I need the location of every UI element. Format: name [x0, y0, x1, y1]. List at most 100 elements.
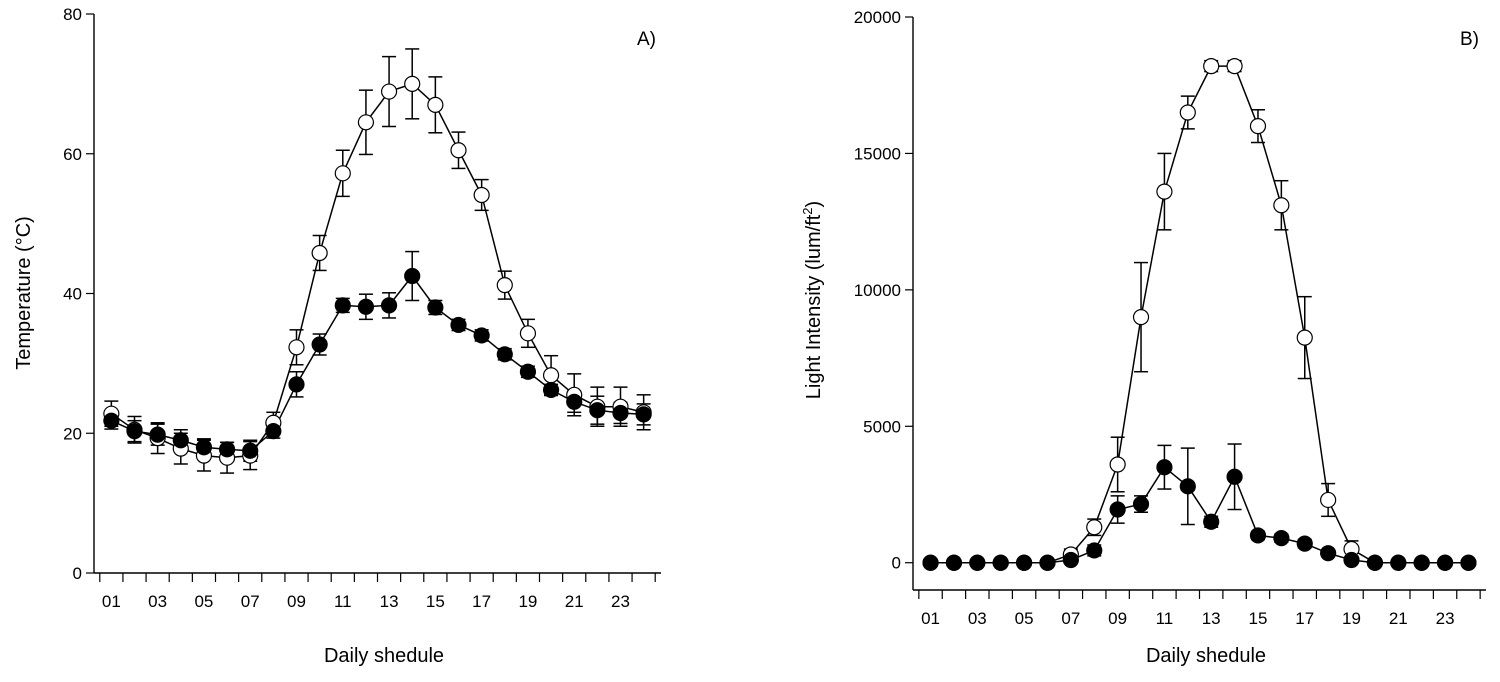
panel-b-filled-data-point: [1390, 554, 1407, 571]
panel-b-y-tick-label: 20000: [854, 8, 901, 27]
panel-a-open-data-point: [542, 367, 560, 384]
panel-a-filled-data-point: [404, 267, 421, 285]
panel-a-y-tick-label: 20: [63, 424, 82, 443]
panel-b-filled-data-point: [1203, 513, 1220, 530]
panel-a-open-data-point: [519, 325, 537, 342]
panel-a-filled-data-point: [496, 346, 513, 363]
panel-a-x-tick-label: 23: [611, 592, 630, 611]
panel-b-label: B): [1460, 29, 1479, 50]
panel-a-x-tick-label: 03: [148, 592, 167, 611]
panel-a-x-tick-label: 19: [518, 592, 537, 611]
panel-a-filled-data-point: [242, 442, 259, 459]
panel-a-filled-data-point: [288, 376, 305, 393]
panel-a-filled-data-point: [450, 316, 467, 334]
panel-a-open-data-point: [404, 75, 421, 92]
panel-b-filled-data-point: [992, 554, 1009, 571]
panel-b-y-axis-title: Light Intensity (lum/ft2): [800, 201, 825, 399]
panel-b-open-data-point: [1320, 491, 1337, 509]
panel-a-x-tick-label: 07: [241, 592, 260, 611]
panel-b-y-axis-title-main: Light Intensity (lum/ft: [803, 214, 825, 399]
panel-b-filled-data-point: [969, 554, 986, 571]
panel-a-open-series-line: [110, 83, 644, 459]
panel-b-filled-data-point: [1039, 554, 1056, 571]
panel-b-filled-data-point: [1179, 478, 1196, 495]
panel-b-filled-series-line: [930, 466, 1469, 564]
panel-b-open-data-point: [1156, 183, 1173, 200]
panel-a-y-tick-label: 0: [73, 564, 82, 583]
panel-a-y-tick-label: 60: [63, 145, 82, 164]
panel-b-x-tick-label: 07: [1061, 609, 1080, 628]
panel-b-light-intensity: B) Daily shedule Light Intensity (lum/ft…: [800, 8, 1486, 667]
panel-b-open-data-point: [1273, 197, 1290, 214]
panel-a-x-tick-label: 01: [102, 592, 121, 611]
panel-b-filled-data-point: [1156, 459, 1173, 476]
panel-a-filled-data-point: [265, 423, 282, 440]
panel-b-filled-data-point: [1366, 554, 1384, 571]
panel-b-open-series-line: [930, 65, 1469, 564]
panel-a-filled-data-point: [473, 327, 490, 344]
panel-a-open-data-point: [427, 96, 444, 113]
panel-b-filled-data-point: [1062, 551, 1079, 569]
panel-b-open-data-point: [1132, 309, 1150, 326]
panel-b-x-tick-label: 23: [1436, 609, 1455, 628]
panel-a-open-data-point: [311, 244, 328, 262]
panel-a-open-data-point: [496, 277, 513, 294]
panel-b-x-tick-label: 03: [968, 609, 987, 628]
panel-a-filled-data-point: [149, 426, 166, 443]
panel-a-x-tick-label: 09: [287, 592, 306, 611]
panel-a-x-tick-label: 15: [426, 592, 445, 611]
panel-b-filled-data-point: [1249, 527, 1267, 544]
panel-b-filled-data-point: [922, 554, 939, 571]
panel-b-x-tick-label: 19: [1342, 609, 1361, 628]
panel-a-open-data-point: [334, 165, 351, 182]
panel-a-open-data-point: [473, 186, 490, 204]
panel-b-open-data-point: [1249, 118, 1267, 135]
panel-a-x-axis-title: Daily shedule: [324, 645, 444, 667]
panel-a-label: A): [637, 29, 656, 50]
panel-a-filled-data-point: [126, 423, 143, 440]
panel-a-temperature: A) Daily shedule Temperature (°C) 0 20 40 6…: [13, 5, 661, 667]
panel-a-filled-data-point: [542, 381, 560, 399]
panel-b-filled-data-point: [1015, 554, 1033, 571]
panel-a-filled-data-point: [635, 406, 652, 423]
panel-a-y-tick-label: 80: [63, 5, 82, 24]
panel-b-filled-data-point: [1413, 554, 1430, 571]
panel-b-y-tick-label: 5000: [863, 417, 901, 436]
panel-a-x-tick-label: 21: [565, 592, 584, 611]
panel-b-filled-data-point: [1343, 551, 1360, 569]
panel-a-open-data-point: [380, 83, 398, 100]
panel-b-filled-data-point: [1460, 554, 1477, 571]
panel-b-y-tick-label: 10000: [854, 281, 901, 300]
panel-a-filled-data-point: [334, 297, 351, 314]
panel-a-x-tick-label: 13: [380, 592, 399, 611]
panel-a-open-data-point: [288, 339, 305, 356]
panel-b-x-tick-label: 11: [1156, 609, 1174, 628]
panel-b-x-tick-label: 15: [1249, 609, 1268, 628]
panel-b-y-tick-label: 0: [892, 554, 901, 573]
panel-b-filled-data-point: [1132, 495, 1150, 513]
panel-a-filled-data-point: [357, 298, 375, 315]
panel-b-open-data-point: [1296, 329, 1313, 346]
panel-b-filled-data-point: [1226, 468, 1243, 485]
panel-b-filled-data-point: [1296, 535, 1313, 552]
panel-a-filled-data-point: [589, 402, 606, 419]
panel-b-x-tick-label: 21: [1389, 609, 1408, 628]
panel-b-x-tick-label: 13: [1202, 609, 1221, 628]
panel-b-y-axis-title-sup: 2: [800, 207, 815, 214]
panel-b-open-data-point: [1086, 519, 1103, 536]
panel-b-x-tick-label: 01: [921, 609, 940, 628]
panel-b-filled-data-point: [1273, 530, 1290, 547]
panel-b-filled-data-point: [1320, 545, 1337, 562]
panel-a-filled-series-line: [111, 274, 644, 452]
panel-b-open-data-point: [1179, 104, 1196, 121]
panel-a-filled-data-point: [612, 404, 629, 422]
panel-b-x-tick-label: 09: [1108, 609, 1127, 628]
panel-b-x-tick-label: 17: [1295, 609, 1314, 628]
panel-b-x-axis-title: Daily shedule: [1146, 645, 1266, 667]
panel-a-filled-data-point: [311, 336, 328, 353]
panel-b-open-data-point: [1203, 58, 1220, 75]
panel-a-open-data-point: [357, 114, 375, 131]
panel-a-y-tick-label: 40: [63, 285, 82, 304]
panel-a-filled-data-point: [195, 439, 213, 456]
